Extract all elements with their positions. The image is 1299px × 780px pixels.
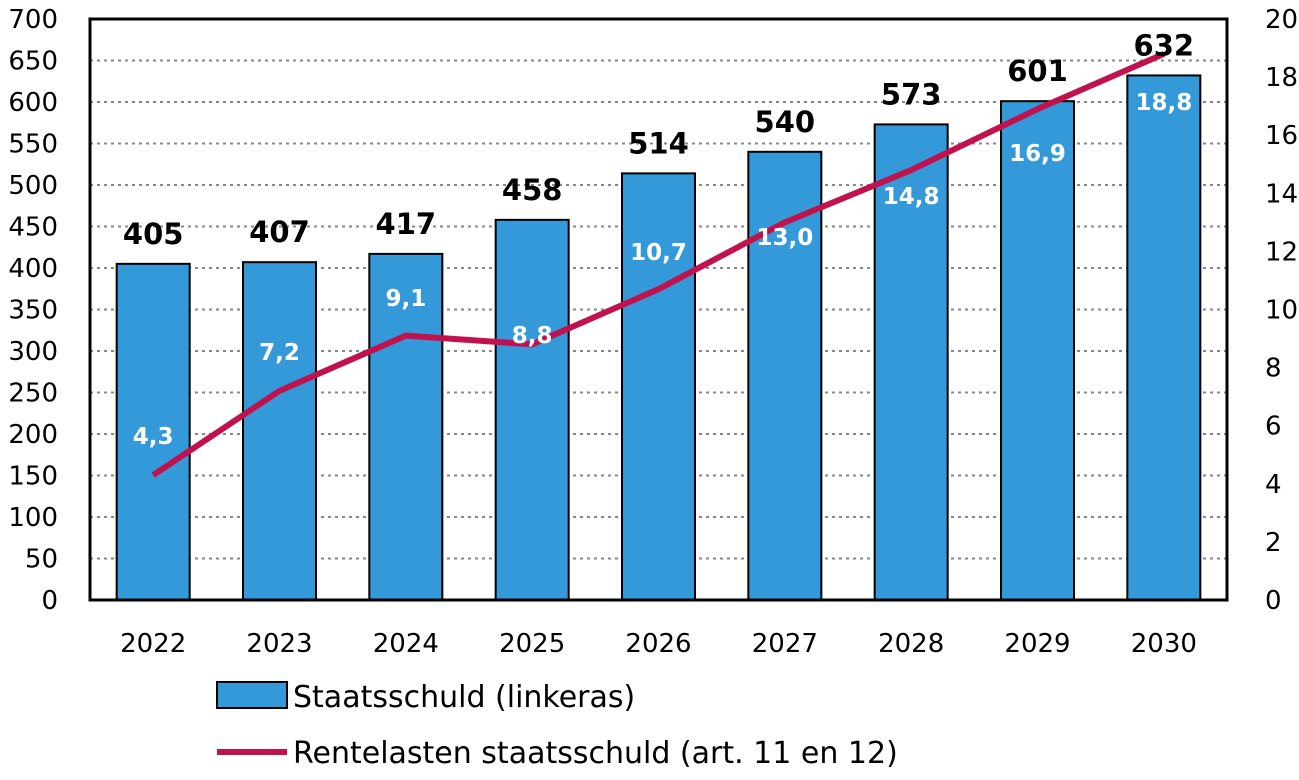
right-tick-label: 4 [1265,470,1282,500]
left-tick-label: 0 [41,586,58,616]
left-tick-label: 200 [8,420,58,450]
x-tick-label: 2024 [373,629,439,659]
bar-value-label: 601 [1007,54,1068,88]
x-tick-label: 2029 [1004,629,1070,659]
right-tick-label: 6 [1265,412,1282,442]
line-value-label: 10,7 [630,240,687,266]
left-tick-label: 300 [8,337,58,367]
legend-bar-label: Staatsschuld (linkeras) [293,680,635,715]
x-tick-label: 2028 [878,629,944,659]
legend: Staatsschuld (linkeras) Rentelasten staa… [216,680,898,771]
right-tick-label: 2 [1265,528,1282,558]
left-tick-label: 400 [8,254,58,284]
bars [115,74,1202,602]
left-tick-label: 350 [8,296,58,326]
left-tick-label: 600 [8,88,58,118]
bar [621,172,696,601]
x-tick-label: 2026 [625,629,691,659]
bar [115,262,191,601]
line-value-label: 8,8 [512,323,553,349]
bar-value-label: 407 [249,215,310,249]
left-tick-label: 650 [8,47,58,77]
left-tick-label: 550 [8,130,58,160]
right-tick-label: 20 [1265,5,1298,35]
line-value-label: 9,1 [385,286,426,312]
bar-value-label: 514 [628,126,689,160]
legend-bar-swatch [216,681,288,709]
x-tick-label: 2030 [1131,629,1197,659]
bar [873,123,949,601]
bar-value-label: 540 [755,105,816,139]
bar [494,218,570,602]
bar-value-label: 417 [376,207,437,241]
x-tick-label: 2022 [120,629,186,659]
line-series [151,51,1166,478]
left-tick-label: 700 [8,5,58,35]
bar [1000,100,1075,601]
bar-value-label: 632 [1134,28,1195,62]
legend-line-label: Rentelasten staatsschuld (art. 11 en 12) [293,736,898,771]
left-tick-label: 150 [8,462,58,492]
left-tick-label: 450 [8,213,58,243]
bar [747,150,823,602]
plot-border [88,17,1229,602]
line-value-label: 14,8 [883,184,940,210]
right-tick-label: 8 [1265,354,1282,384]
left-tick-label: 250 [8,379,58,409]
right-tick-label: 10 [1265,296,1298,326]
right-tick-label: 18 [1265,63,1298,93]
x-tick-label: 2027 [752,629,818,659]
line-path [151,51,1166,478]
bar [1126,74,1202,601]
axes: 0501001502002503003504004505005506006507… [8,5,1298,659]
line-value-label: 7,2 [259,340,300,366]
right-tick-label: 14 [1265,179,1298,209]
left-tick-label: 500 [8,171,58,201]
line-value-label: 18,8 [1135,90,1192,116]
left-tick-label: 100 [8,503,58,533]
bar-value-label: 458 [502,173,563,207]
bar-value-label: 405 [123,217,184,251]
x-tick-label: 2023 [246,629,312,659]
line-value-label: 16,9 [1009,141,1066,167]
left-tick-label: 50 [25,545,58,575]
bar [242,261,317,601]
line-value-label: 4,3 [133,424,174,450]
right-tick-label: 12 [1265,237,1298,267]
data-labels: 405 407 417 458 514 540 573 601 632 4,3 7,2 9,1 8,8 1… [123,28,1194,450]
right-tick-label: 0 [1265,586,1282,616]
line-value-label: 13,0 [756,225,813,251]
x-tick-label: 2025 [499,629,565,659]
bar [368,252,444,601]
right-tick-label: 16 [1265,121,1298,151]
bar-value-label: 573 [881,77,942,111]
